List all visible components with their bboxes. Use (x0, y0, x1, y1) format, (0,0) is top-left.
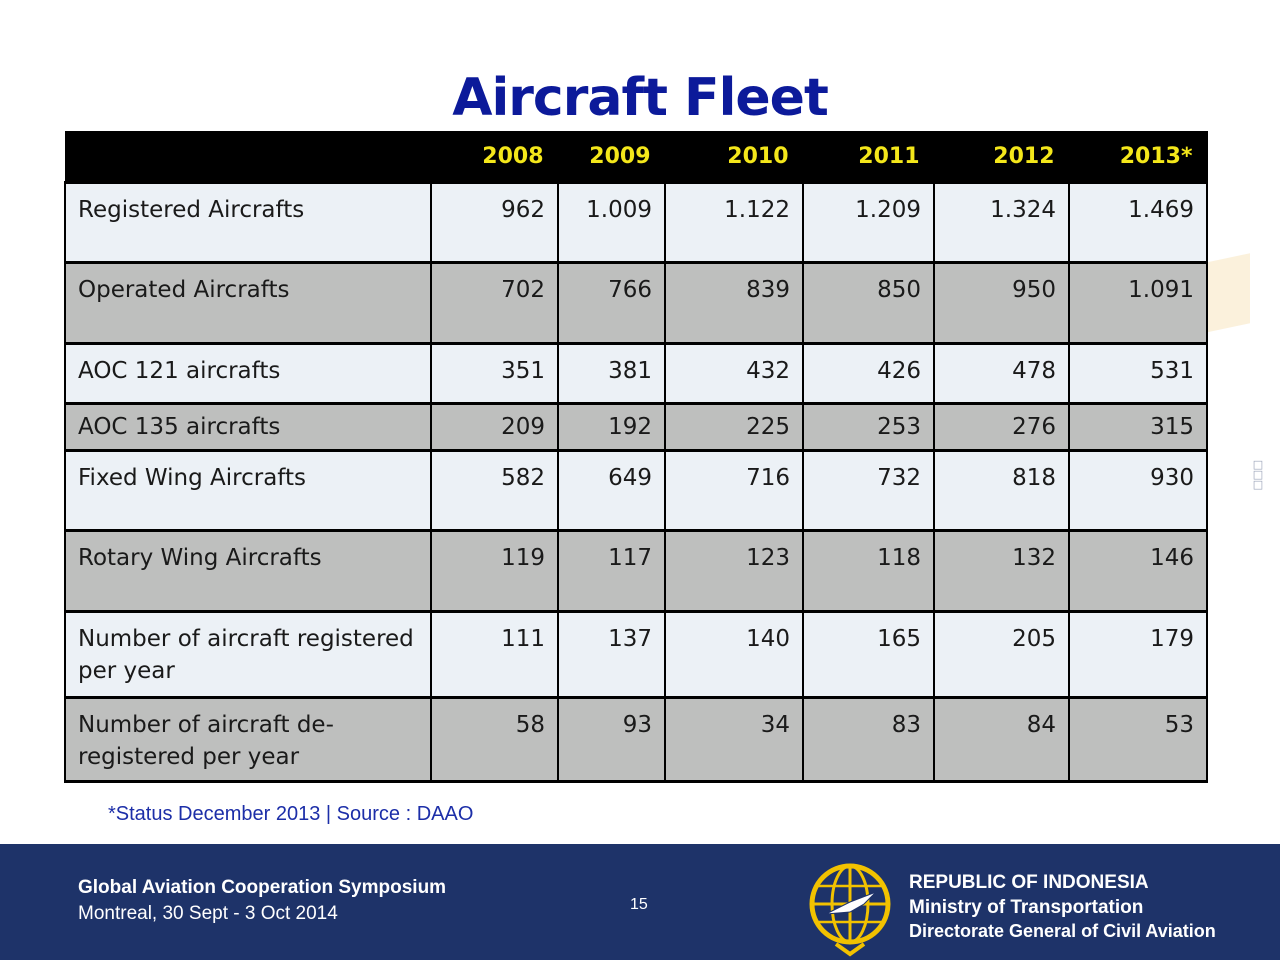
footer-bar: Global Aviation Cooperation Symposium Mo… (0, 844, 1280, 960)
year-header: 2009 (557, 131, 666, 183)
table-cell: 478 (933, 342, 1070, 405)
table-cell: 84 (933, 696, 1070, 783)
header-corner (64, 131, 432, 183)
table-cell: 381 (557, 342, 666, 405)
table-cell: 117 (557, 529, 666, 613)
decorative-shape (1205, 253, 1250, 333)
table-row: Registered Aircrafts 962 1.009 1.122 1.2… (64, 181, 1208, 264)
event-name: Global Aviation Cooperation Symposium (78, 877, 447, 898)
table-cell: 351 (430, 342, 559, 405)
table-row: Fixed Wing Aircrafts 582 649 716 732 818… (64, 449, 1208, 532)
ministry-name: Ministry of Transportation (909, 897, 1144, 918)
table-row: Number of aircraft de-registered per yea… (64, 696, 1208, 783)
table-cell: 426 (802, 342, 935, 405)
table-cell: 137 (557, 610, 666, 699)
table-cell: 119 (430, 529, 559, 613)
row-label: Fixed Wing Aircrafts (64, 449, 432, 532)
directorate-name: Directorate General of Civil Aviation (909, 921, 1216, 941)
table-row: AOC 121 aircrafts 351 381 432 426 478 53… (64, 342, 1208, 405)
table-cell: 950 (933, 261, 1070, 345)
table-cell: 649 (557, 449, 666, 532)
table-cell: 432 (664, 342, 804, 405)
table-cell: 1.209 (802, 181, 935, 264)
slide-title: Aircraft Fleet (452, 68, 829, 128)
table-cell: 1.469 (1068, 181, 1208, 264)
table-cell: 34 (664, 696, 804, 783)
table-cell: 716 (664, 449, 804, 532)
table-cell: 192 (557, 402, 666, 452)
row-label: Registered Aircrafts (64, 181, 432, 264)
table-cell: 732 (802, 449, 935, 532)
table-cell: 253 (802, 402, 935, 452)
table-cell: 165 (802, 610, 935, 699)
side-marker-icon: □ □ □ (1252, 458, 1264, 491)
table-cell: 118 (802, 529, 935, 613)
table-row: Rotary Wing Aircrafts 119 117 123 118 13… (64, 529, 1208, 613)
table-cell: 850 (802, 261, 935, 345)
row-label: Number of aircraft de-registered per yea… (64, 696, 432, 783)
table-cell: 1.324 (933, 181, 1070, 264)
table-cell: 111 (430, 610, 559, 699)
table-cell: 225 (664, 402, 804, 452)
event-place: Montreal, 30 Sept - 3 Oct 2014 (78, 903, 338, 924)
table-row: Number of aircraft registered per year 1… (64, 610, 1208, 699)
table-cell: 140 (664, 610, 804, 699)
table-cell: 179 (1068, 610, 1208, 699)
year-header: 2013* (1068, 131, 1208, 183)
table-cell: 123 (664, 529, 804, 613)
table-cell: 205 (933, 610, 1070, 699)
table-row: AOC 135 aircrafts 209 192 225 253 276 31… (64, 402, 1208, 452)
table-cell: 146 (1068, 529, 1208, 613)
row-label: AOC 135 aircrafts (64, 402, 432, 452)
table-cell: 839 (664, 261, 804, 345)
table-row: Operated Aircrafts 702 766 839 850 950 1… (64, 261, 1208, 345)
footnote: *Status December 2013 | Source : DAAO (108, 803, 474, 825)
table-header-row: 2008 2009 2010 2011 2012 2013* (64, 131, 1208, 183)
year-header: 2010 (664, 131, 804, 183)
table-cell: 53 (1068, 696, 1208, 783)
row-label: Operated Aircrafts (64, 261, 432, 345)
table-cell: 582 (430, 449, 559, 532)
table-cell: 276 (933, 402, 1070, 452)
table-cell: 93 (557, 696, 666, 783)
table-cell: 702 (430, 261, 559, 345)
table-cell: 1.122 (664, 181, 804, 264)
year-header: 2012 (933, 131, 1070, 183)
table-cell: 930 (1068, 449, 1208, 532)
year-header: 2011 (802, 131, 935, 183)
table-cell: 58 (430, 696, 559, 783)
table-cell: 83 (802, 696, 935, 783)
table-cell: 531 (1068, 342, 1208, 405)
row-label: Rotary Wing Aircrafts (64, 529, 432, 613)
org-name: REPUBLIC OF INDONESIA (909, 872, 1149, 893)
page-number: 15 (630, 896, 648, 913)
row-label: AOC 121 aircrafts (64, 342, 432, 405)
table-cell: 209 (430, 402, 559, 452)
year-header: 2008 (430, 131, 559, 183)
table-cell: 1.091 (1068, 261, 1208, 345)
table-cell: 766 (557, 261, 666, 345)
table-cell: 315 (1068, 402, 1208, 452)
table-cell: 818 (933, 449, 1070, 532)
table-cell: 962 (430, 181, 559, 264)
row-label: Number of aircraft registered per year (64, 610, 432, 699)
table-cell: 132 (933, 529, 1070, 613)
table-cell: 1.009 (557, 181, 666, 264)
fleet-table: 2008 2009 2010 2011 2012 2013* Registere… (64, 131, 1208, 783)
ministry-emblem-icon (809, 863, 891, 957)
